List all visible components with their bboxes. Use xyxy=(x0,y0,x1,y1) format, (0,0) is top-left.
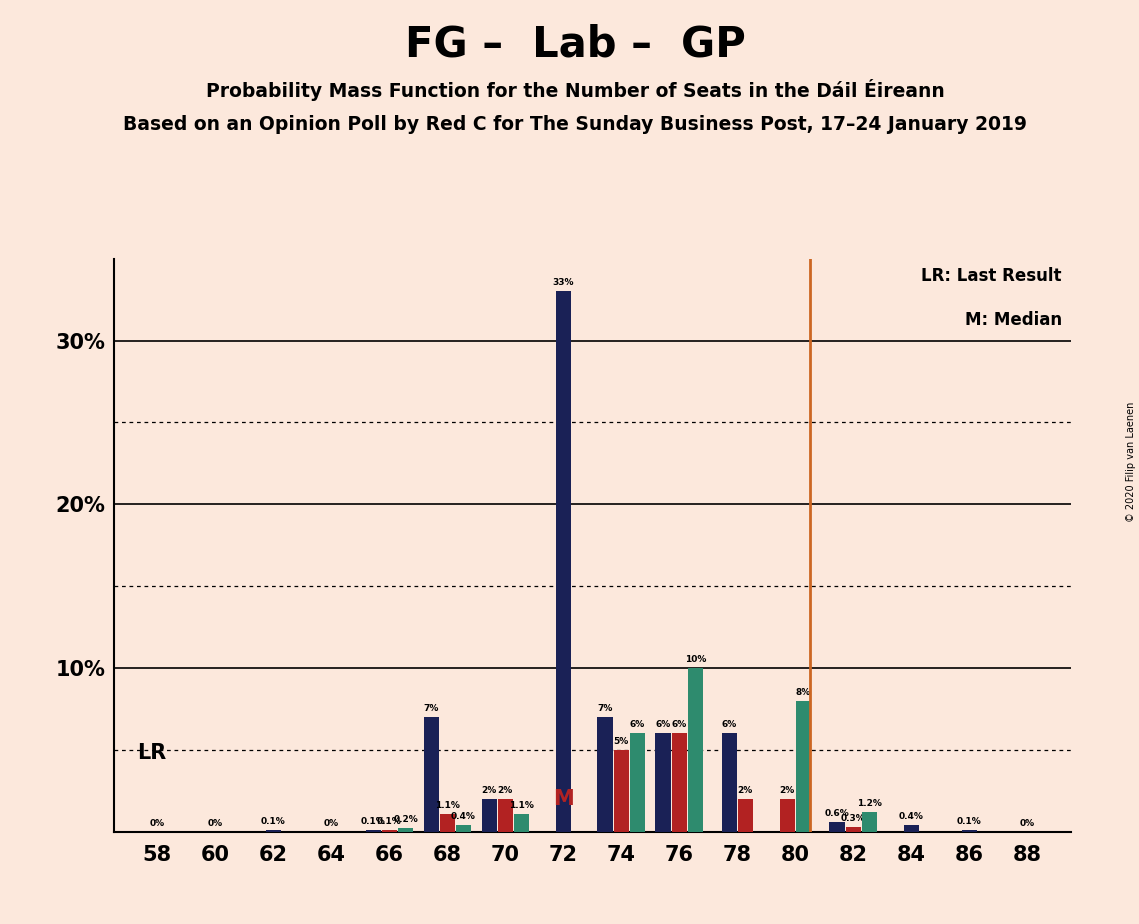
Text: M: M xyxy=(552,789,574,808)
Text: 1.2%: 1.2% xyxy=(857,799,882,808)
Bar xyxy=(738,799,753,832)
Text: 0.4%: 0.4% xyxy=(451,812,476,821)
Bar xyxy=(265,830,281,832)
Text: 6%: 6% xyxy=(655,721,671,729)
Text: 0.1%: 0.1% xyxy=(377,817,402,826)
Text: 8%: 8% xyxy=(796,687,811,697)
Text: 6%: 6% xyxy=(672,721,687,729)
Bar xyxy=(722,734,737,832)
Text: FG –  Lab –  GP: FG – Lab – GP xyxy=(404,23,746,65)
Bar xyxy=(598,717,613,832)
Text: 5%: 5% xyxy=(614,736,629,746)
Text: Based on an Opinion Poll by Red C for The Sunday Business Post, 17–24 January 20: Based on an Opinion Poll by Red C for Th… xyxy=(123,116,1027,135)
Text: 0%: 0% xyxy=(323,819,339,828)
Text: 7%: 7% xyxy=(597,704,613,713)
Text: 0.4%: 0.4% xyxy=(899,812,924,821)
Text: 7%: 7% xyxy=(424,704,439,713)
Text: 0%: 0% xyxy=(150,819,165,828)
Bar xyxy=(614,749,629,832)
Text: LR: Last Result: LR: Last Result xyxy=(921,267,1062,285)
Bar xyxy=(862,812,877,832)
Text: 1.1%: 1.1% xyxy=(509,800,534,809)
Text: 2%: 2% xyxy=(498,785,513,795)
Text: 0.1%: 0.1% xyxy=(261,817,286,826)
Text: 0%: 0% xyxy=(1019,819,1034,828)
Bar xyxy=(440,814,454,832)
Text: M: Median: M: Median xyxy=(965,311,1062,329)
Text: 0.1%: 0.1% xyxy=(361,817,385,826)
Text: 0.2%: 0.2% xyxy=(393,815,418,824)
Text: 1.1%: 1.1% xyxy=(435,800,460,809)
Bar xyxy=(829,821,844,832)
Bar xyxy=(655,734,671,832)
Bar xyxy=(903,825,919,832)
Bar xyxy=(779,799,795,832)
Text: 10%: 10% xyxy=(685,655,706,663)
Text: LR: LR xyxy=(137,743,166,763)
Bar xyxy=(366,830,380,832)
Text: 2%: 2% xyxy=(779,785,795,795)
Bar xyxy=(382,830,396,832)
Text: 0.6%: 0.6% xyxy=(825,808,850,818)
Text: Probability Mass Function for the Number of Seats in the Dáil Éireann: Probability Mass Function for the Number… xyxy=(206,79,944,101)
Text: 33%: 33% xyxy=(552,278,574,287)
Bar xyxy=(424,717,439,832)
Bar xyxy=(398,828,413,832)
Bar xyxy=(482,799,497,832)
Text: 6%: 6% xyxy=(721,721,737,729)
Bar xyxy=(498,799,513,832)
Text: 0%: 0% xyxy=(207,819,223,828)
Bar xyxy=(796,700,811,832)
Text: 2%: 2% xyxy=(482,785,497,795)
Text: 0.3%: 0.3% xyxy=(841,814,866,822)
Text: 6%: 6% xyxy=(630,721,645,729)
Text: 2%: 2% xyxy=(738,785,753,795)
Bar xyxy=(672,734,687,832)
Text: 0.1%: 0.1% xyxy=(957,817,982,826)
Bar xyxy=(845,827,861,832)
Bar xyxy=(514,814,530,832)
Bar xyxy=(456,825,472,832)
Bar xyxy=(961,830,977,832)
Bar xyxy=(556,291,571,832)
Text: © 2020 Filip van Laenen: © 2020 Filip van Laenen xyxy=(1126,402,1136,522)
Bar xyxy=(688,668,703,832)
Bar xyxy=(630,734,645,832)
